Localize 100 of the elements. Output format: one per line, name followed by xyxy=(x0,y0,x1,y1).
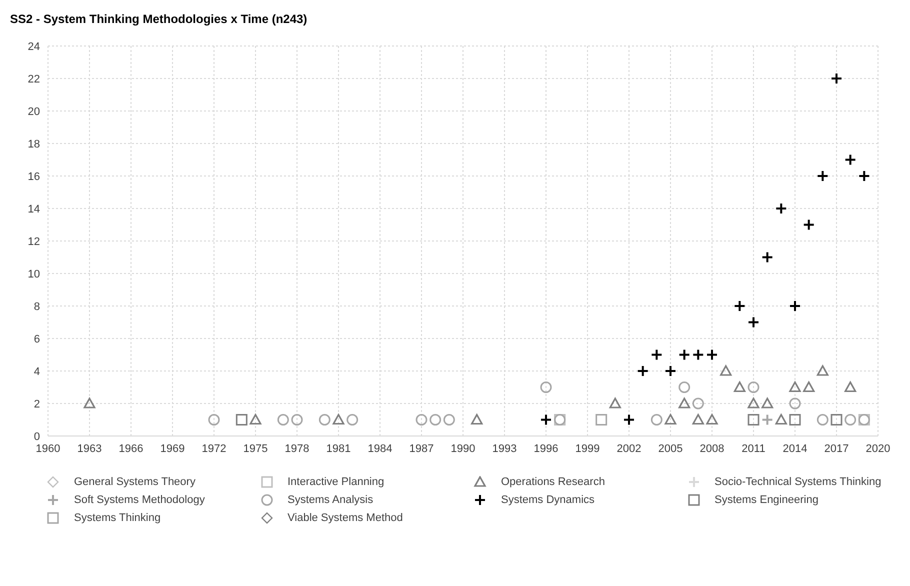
point xyxy=(636,365,649,377)
x-tick-label: 1960 xyxy=(36,442,60,455)
point xyxy=(789,398,801,410)
x-tick-label: 2020 xyxy=(866,442,890,455)
x-tick-label: 1963 xyxy=(77,442,102,455)
x-tick-label: 1981 xyxy=(326,442,351,455)
point xyxy=(762,398,774,408)
point xyxy=(830,72,842,84)
y-tick-label: 12 xyxy=(28,236,40,248)
point xyxy=(208,414,220,426)
point xyxy=(789,381,801,392)
point xyxy=(692,414,704,425)
point xyxy=(650,348,663,361)
point xyxy=(416,414,428,426)
x-tick-label: 1984 xyxy=(368,442,392,455)
point xyxy=(844,381,856,392)
x-tick-label: 1975 xyxy=(243,442,268,455)
x-tick-label: 1966 xyxy=(118,442,144,455)
point xyxy=(706,414,718,425)
point xyxy=(692,348,704,361)
y-tick-label: 0 xyxy=(34,430,40,443)
legend-label: Operations Research xyxy=(501,476,605,488)
legend-label: Systems Engineering xyxy=(714,494,818,506)
point xyxy=(236,414,248,426)
y-tick-label: 8 xyxy=(34,300,40,313)
point xyxy=(748,414,760,426)
point xyxy=(844,414,856,426)
point xyxy=(692,398,704,410)
point xyxy=(761,251,774,264)
legend-label: Soft Systems Methodology xyxy=(74,494,205,506)
point xyxy=(816,170,829,182)
point xyxy=(609,398,621,408)
legend-label: Systems Analysis xyxy=(288,494,374,506)
y-tick-label: 10 xyxy=(28,268,40,280)
point xyxy=(664,414,676,425)
legend-label: Systems Dynamics xyxy=(501,494,595,506)
y-tick-label: 14 xyxy=(28,203,40,216)
point xyxy=(596,414,608,426)
point xyxy=(803,381,815,392)
x-tick-label: 2014 xyxy=(782,442,808,455)
point xyxy=(650,414,662,426)
point xyxy=(84,398,96,408)
point xyxy=(430,414,442,426)
x-tick-label: 2017 xyxy=(824,442,849,455)
point xyxy=(318,414,330,426)
point xyxy=(706,348,718,361)
point xyxy=(250,414,262,425)
y-tick-label: 18 xyxy=(28,138,40,150)
point xyxy=(291,414,303,426)
y-tick-label: 6 xyxy=(34,333,40,346)
point xyxy=(540,414,552,426)
point xyxy=(678,398,690,408)
point xyxy=(830,414,842,426)
point xyxy=(540,382,552,393)
y-tick-label: 4 xyxy=(34,366,40,378)
point xyxy=(678,348,690,361)
x-tick-label: 2008 xyxy=(700,442,724,455)
point xyxy=(802,218,815,231)
point xyxy=(734,381,746,392)
point xyxy=(734,300,746,312)
x-tick-label: 2005 xyxy=(658,442,683,455)
point xyxy=(748,316,760,328)
point xyxy=(748,382,760,393)
point xyxy=(471,414,483,425)
point xyxy=(664,365,676,377)
x-tick-label: 1996 xyxy=(534,442,558,455)
point xyxy=(443,414,455,426)
point xyxy=(748,398,760,408)
x-tick-label: 1999 xyxy=(575,442,600,455)
legend-label: Systems Thinking xyxy=(74,512,161,524)
point xyxy=(789,414,801,426)
point xyxy=(775,202,788,214)
x-tick-label: 2011 xyxy=(742,442,766,455)
x-tick-label: 1969 xyxy=(160,442,185,455)
y-tick-label: 22 xyxy=(28,73,40,86)
point xyxy=(858,170,870,182)
legend-label: Socio-Technical Systems Thinking xyxy=(714,476,882,488)
legend-label: General Systems Theory xyxy=(74,476,196,488)
y-tick-label: 16 xyxy=(28,170,40,183)
y-tick-label: 24 xyxy=(28,40,40,53)
point xyxy=(789,300,801,312)
point xyxy=(816,414,828,426)
point xyxy=(678,382,690,393)
legend-label: Interactive Planning xyxy=(288,476,384,488)
point xyxy=(277,414,289,426)
x-tick-label: 2002 xyxy=(616,442,642,455)
point xyxy=(761,414,774,426)
point xyxy=(816,365,828,376)
y-tick-label: 2 xyxy=(34,398,40,410)
x-tick-label: 1972 xyxy=(202,442,226,455)
legend-label: Viable Systems Method xyxy=(288,512,403,524)
chart-title: SS2 - System Thinking Methodologies x Time (n243) xyxy=(9,11,308,28)
x-tick-label: 1987 xyxy=(409,442,434,455)
point xyxy=(720,365,732,376)
point xyxy=(775,414,787,425)
x-tick-label: 1978 xyxy=(284,442,310,455)
point xyxy=(623,414,635,426)
point xyxy=(346,414,358,426)
y-tick-label: 20 xyxy=(28,106,40,118)
x-tick-label: 1993 xyxy=(492,442,517,455)
